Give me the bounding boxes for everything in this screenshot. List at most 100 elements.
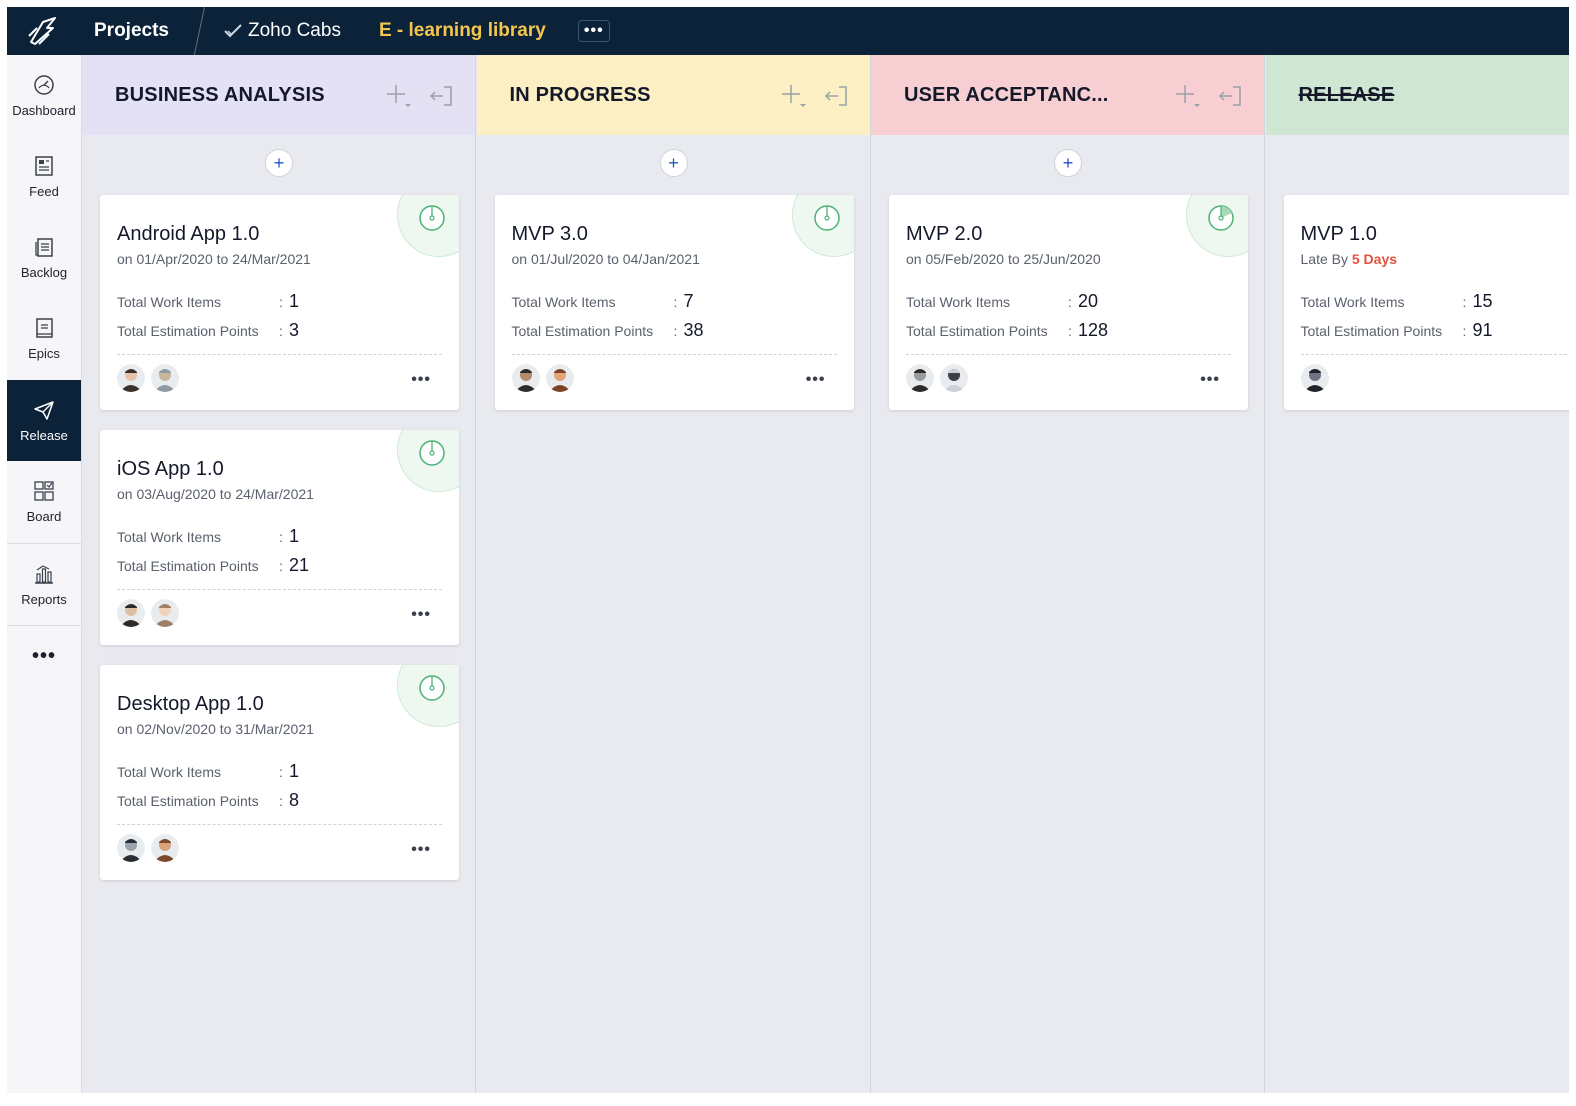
sidebar-item-dashboard[interactable]: Dashboard [7,55,81,136]
avatar[interactable] [151,364,179,392]
card-more-button[interactable]: ••• [411,606,431,623]
colon: : [279,764,283,780]
column-actions [1174,83,1242,109]
feed-icon [32,154,56,178]
release-card[interactable]: MVP 1.0 Late By 5 Days Total Work Items:15… [1283,195,1569,410]
sidebar-item-epics[interactable]: Epics [7,298,81,379]
work-items-label: Total Work Items [1300,294,1405,310]
column-title[interactable]: IN PROGRESS [509,83,651,106]
avatar[interactable] [940,364,968,392]
avatar[interactable] [906,364,934,392]
avatar[interactable] [511,364,540,392]
card-more-button[interactable]: ••• [411,371,431,388]
zoho-sprints-logo-icon[interactable] [7,7,79,55]
topbar-more-button[interactable]: ••• [577,20,610,42]
avatar[interactable] [117,364,145,392]
card-date-range: on 03/Aug/2020 to 24/Mar/2021 [117,486,314,502]
estimation-points-label: Total Estimation Points [117,793,259,809]
column-actions [780,83,848,109]
release-card[interactable]: Desktop App 1.0 on 02/Nov/2020 to 31/Mar/… [100,665,459,880]
avatar[interactable] [1300,364,1329,392]
sidebar-item-release[interactable]: Release [7,380,81,461]
card-title[interactable]: Desktop App 1.0 [117,693,264,715]
app-frame: Projects Zoho Cabs E - learning library … [7,7,1569,1093]
add-release-icon[interactable] [780,83,806,109]
library-link[interactable]: E - learning library [378,20,546,41]
add-release-icon[interactable] [385,83,411,109]
avatar[interactable] [545,364,574,392]
sidebar-item-label: Dashboard [12,103,76,118]
avatar[interactable] [117,599,145,627]
assignee-avatars [511,364,574,392]
column-title[interactable]: USER ACCEPTANC... [904,83,1109,106]
avatar[interactable] [117,834,145,862]
work-items-value: 1 [289,761,300,781]
late-prefix: Late By [1300,251,1352,267]
card-title[interactable]: MVP 2.0 [906,223,983,245]
estimation-points-label: Total Estimation Points [1300,323,1443,339]
release-card[interactable]: MVP 3.0 on 01/Jul/2020 to 04/Jan/2021 Tota… [494,195,854,410]
estimation-points-value: 21 [289,555,310,575]
card-more-button[interactable]: ••• [411,841,431,858]
colon: : [1068,323,1072,339]
avatar[interactable] [151,834,179,862]
card-divider [117,824,442,825]
sidebar-item-reports[interactable]: Reports [7,544,81,625]
estimation-points-row: Total Estimation Points:3 [117,320,299,341]
work-items-row: Total Work Items:15 [1301,291,1493,312]
board-column: USER ACCEPTANC... + MVP 2.0 on 05/Feb/2020 … [871,55,1265,1093]
sidebar-more-button[interactable]: ••• [31,645,56,667]
column-title[interactable]: BUSINESS ANALYSIS [115,83,325,106]
release-progress-badge [1186,195,1248,257]
estimation-points-label: Total Estimation Points [117,323,259,339]
estimation-points-value: 91 [1472,320,1493,340]
estimation-points-value: 3 [289,320,300,340]
sidebar-item-label: Board [26,509,62,524]
colon: : [673,323,678,339]
card-title[interactable]: Android App 1.0 [117,223,260,245]
avatar[interactable] [151,599,179,627]
add-release-icon[interactable] [1174,83,1200,109]
board-icon [32,479,56,503]
estimation-points-value: 38 [683,320,704,340]
collapse-column-icon[interactable] [1218,85,1242,107]
card-title[interactable]: MVP 3.0 [511,223,588,245]
card-late-status: Late By 5 Days [1301,251,1398,267]
colon: : [279,793,283,809]
card-divider [906,354,1231,355]
add-card-button[interactable]: + [265,149,293,177]
work-items-row: Total Work Items:1 [117,526,299,547]
add-card-button[interactable]: + [1054,149,1082,177]
assignee-avatars [1300,364,1329,392]
card-divider [1300,354,1567,355]
release-card[interactable]: Android App 1.0 on 01/Apr/2020 to 24/Mar/… [100,195,459,410]
sidebar-item-board[interactable]: Board [7,461,81,542]
release-progress-badge [791,195,854,257]
add-card-button[interactable]: + [659,149,688,177]
collapse-column-icon[interactable] [429,85,453,107]
estimation-points-row: Total Estimation Points:38 [512,320,704,341]
sidebar-item-label: Release [20,428,68,443]
sidebar-item-feed[interactable]: Feed [7,136,81,217]
card-date-range: on 05/Feb/2020 to 25/Jun/2020 [906,251,1101,267]
release-card[interactable]: iOS App 1.0 on 03/Aug/2020 to 24/Mar/2021… [100,430,459,645]
column-title[interactable]: RELEASE [1298,83,1395,106]
collapse-column-icon[interactable] [824,85,848,107]
work-items-row: Total Work Items:1 [117,761,299,782]
project-selector[interactable]: Zoho Cabs [224,20,341,42]
release-card[interactable]: MVP 2.0 on 05/Feb/2020 to 25/Jun/2020 Tota… [889,195,1248,410]
board-column: RELEASE MVP 1.0 Late By 5 Days Total Work I… [1265,55,1569,1093]
work-items-label: Total Work Items [117,764,221,780]
card-more-button[interactable]: ••• [1200,371,1220,388]
breadcrumb-separator [194,7,218,55]
projects-link[interactable]: Projects [94,20,169,41]
card-more-button[interactable]: ••• [805,371,826,388]
timer-icon [1208,205,1234,231]
work-items-label: Total Work Items [117,529,221,545]
card-title[interactable]: MVP 1.0 [1300,223,1377,245]
column-header: RELEASE [1265,55,1569,135]
card-title[interactable]: iOS App 1.0 [117,458,224,480]
colon: : [279,529,283,545]
estimation-points-label: Total Estimation Points [511,323,654,339]
sidebar-item-backlog[interactable]: Backlog [7,217,81,298]
